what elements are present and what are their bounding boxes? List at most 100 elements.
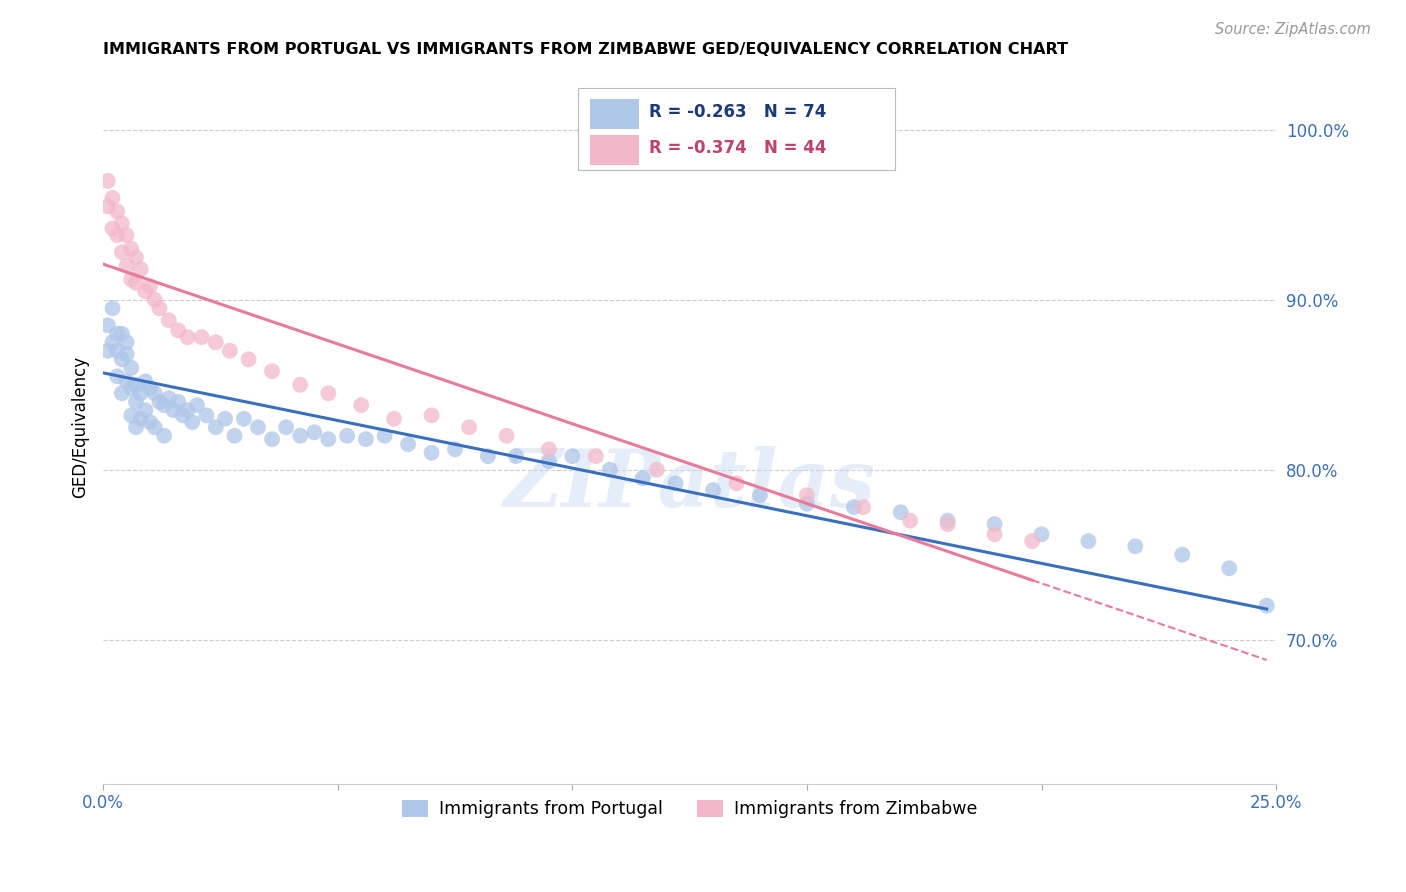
Point	[111, 352, 134, 367]
Point	[139, 279, 162, 293]
Point	[115, 228, 138, 243]
Point	[153, 398, 176, 412]
Point	[796, 497, 818, 511]
Point	[129, 386, 152, 401]
Point	[120, 409, 142, 423]
Point	[725, 476, 748, 491]
Point	[1218, 561, 1240, 575]
Point	[167, 394, 190, 409]
Text: R = -0.374   N = 44: R = -0.374 N = 44	[648, 138, 827, 156]
Point	[101, 335, 124, 350]
Point	[204, 420, 226, 434]
Point	[167, 323, 190, 337]
Point	[218, 343, 240, 358]
Point	[181, 415, 204, 429]
Point	[260, 364, 283, 378]
Point	[631, 471, 654, 485]
Point	[115, 335, 138, 350]
Point	[936, 514, 959, 528]
Point	[1256, 599, 1278, 613]
Point	[129, 411, 152, 425]
Point	[125, 394, 148, 409]
Point	[898, 514, 921, 528]
Point	[176, 403, 198, 417]
Point	[274, 420, 297, 434]
Y-axis label: GED/Equivalency: GED/Equivalency	[72, 356, 89, 499]
Point	[495, 429, 517, 443]
Point	[157, 392, 180, 406]
Point	[101, 221, 124, 235]
Point	[139, 381, 162, 395]
Point	[176, 330, 198, 344]
Point	[143, 293, 166, 307]
Point	[97, 318, 120, 333]
Point	[143, 420, 166, 434]
Point	[664, 476, 686, 491]
Point	[318, 386, 340, 401]
Point	[396, 437, 419, 451]
Point	[125, 276, 148, 290]
Point	[420, 409, 443, 423]
FancyBboxPatch shape	[591, 99, 640, 129]
Point	[186, 398, 208, 412]
Point	[162, 403, 184, 417]
Point	[105, 228, 128, 243]
Point	[1171, 548, 1194, 562]
Point	[336, 429, 359, 443]
Point	[134, 375, 156, 389]
Text: IMMIGRANTS FROM PORTUGAL VS IMMIGRANTS FROM ZIMBABWE GED/EQUIVALENCY CORRELATION: IMMIGRANTS FROM PORTUGAL VS IMMIGRANTS F…	[103, 42, 1069, 57]
Point	[983, 527, 1005, 541]
FancyBboxPatch shape	[578, 88, 894, 170]
Point	[224, 429, 246, 443]
Point	[195, 409, 218, 423]
Point	[238, 352, 260, 367]
Point	[105, 369, 128, 384]
Point	[354, 432, 377, 446]
Point	[749, 488, 772, 502]
Point	[115, 375, 138, 389]
Point	[125, 377, 148, 392]
Point	[796, 488, 818, 502]
Point	[120, 242, 142, 256]
Point	[97, 174, 120, 188]
Point	[505, 449, 527, 463]
Point	[936, 517, 959, 532]
Legend: Immigrants from Portugal, Immigrants from Zimbabwe: Immigrants from Portugal, Immigrants fro…	[395, 793, 984, 825]
Point	[702, 483, 724, 497]
Point	[172, 409, 194, 423]
Point	[129, 262, 152, 277]
Point	[105, 343, 128, 358]
Point	[134, 403, 156, 417]
Point	[1021, 534, 1043, 549]
Point	[1123, 539, 1146, 553]
Point	[115, 347, 138, 361]
Point	[105, 204, 128, 219]
Point	[111, 386, 134, 401]
Point	[382, 411, 405, 425]
FancyBboxPatch shape	[591, 135, 640, 165]
Point	[125, 420, 148, 434]
Point	[214, 411, 236, 425]
Point	[645, 463, 668, 477]
Point	[983, 517, 1005, 532]
Point	[458, 420, 481, 434]
Point	[852, 500, 875, 515]
Point	[585, 449, 607, 463]
Point	[153, 429, 176, 443]
Point	[134, 285, 156, 299]
Point	[111, 326, 134, 341]
Point	[120, 381, 142, 395]
Point	[1077, 534, 1099, 549]
Point	[157, 313, 180, 327]
Point	[120, 360, 142, 375]
Point	[111, 245, 134, 260]
Point	[97, 199, 120, 213]
Point	[890, 505, 912, 519]
Point	[120, 272, 142, 286]
Point	[97, 343, 120, 358]
Point	[374, 429, 396, 443]
Point	[232, 411, 254, 425]
Point	[105, 326, 128, 341]
Point	[139, 415, 162, 429]
Point	[561, 449, 583, 463]
